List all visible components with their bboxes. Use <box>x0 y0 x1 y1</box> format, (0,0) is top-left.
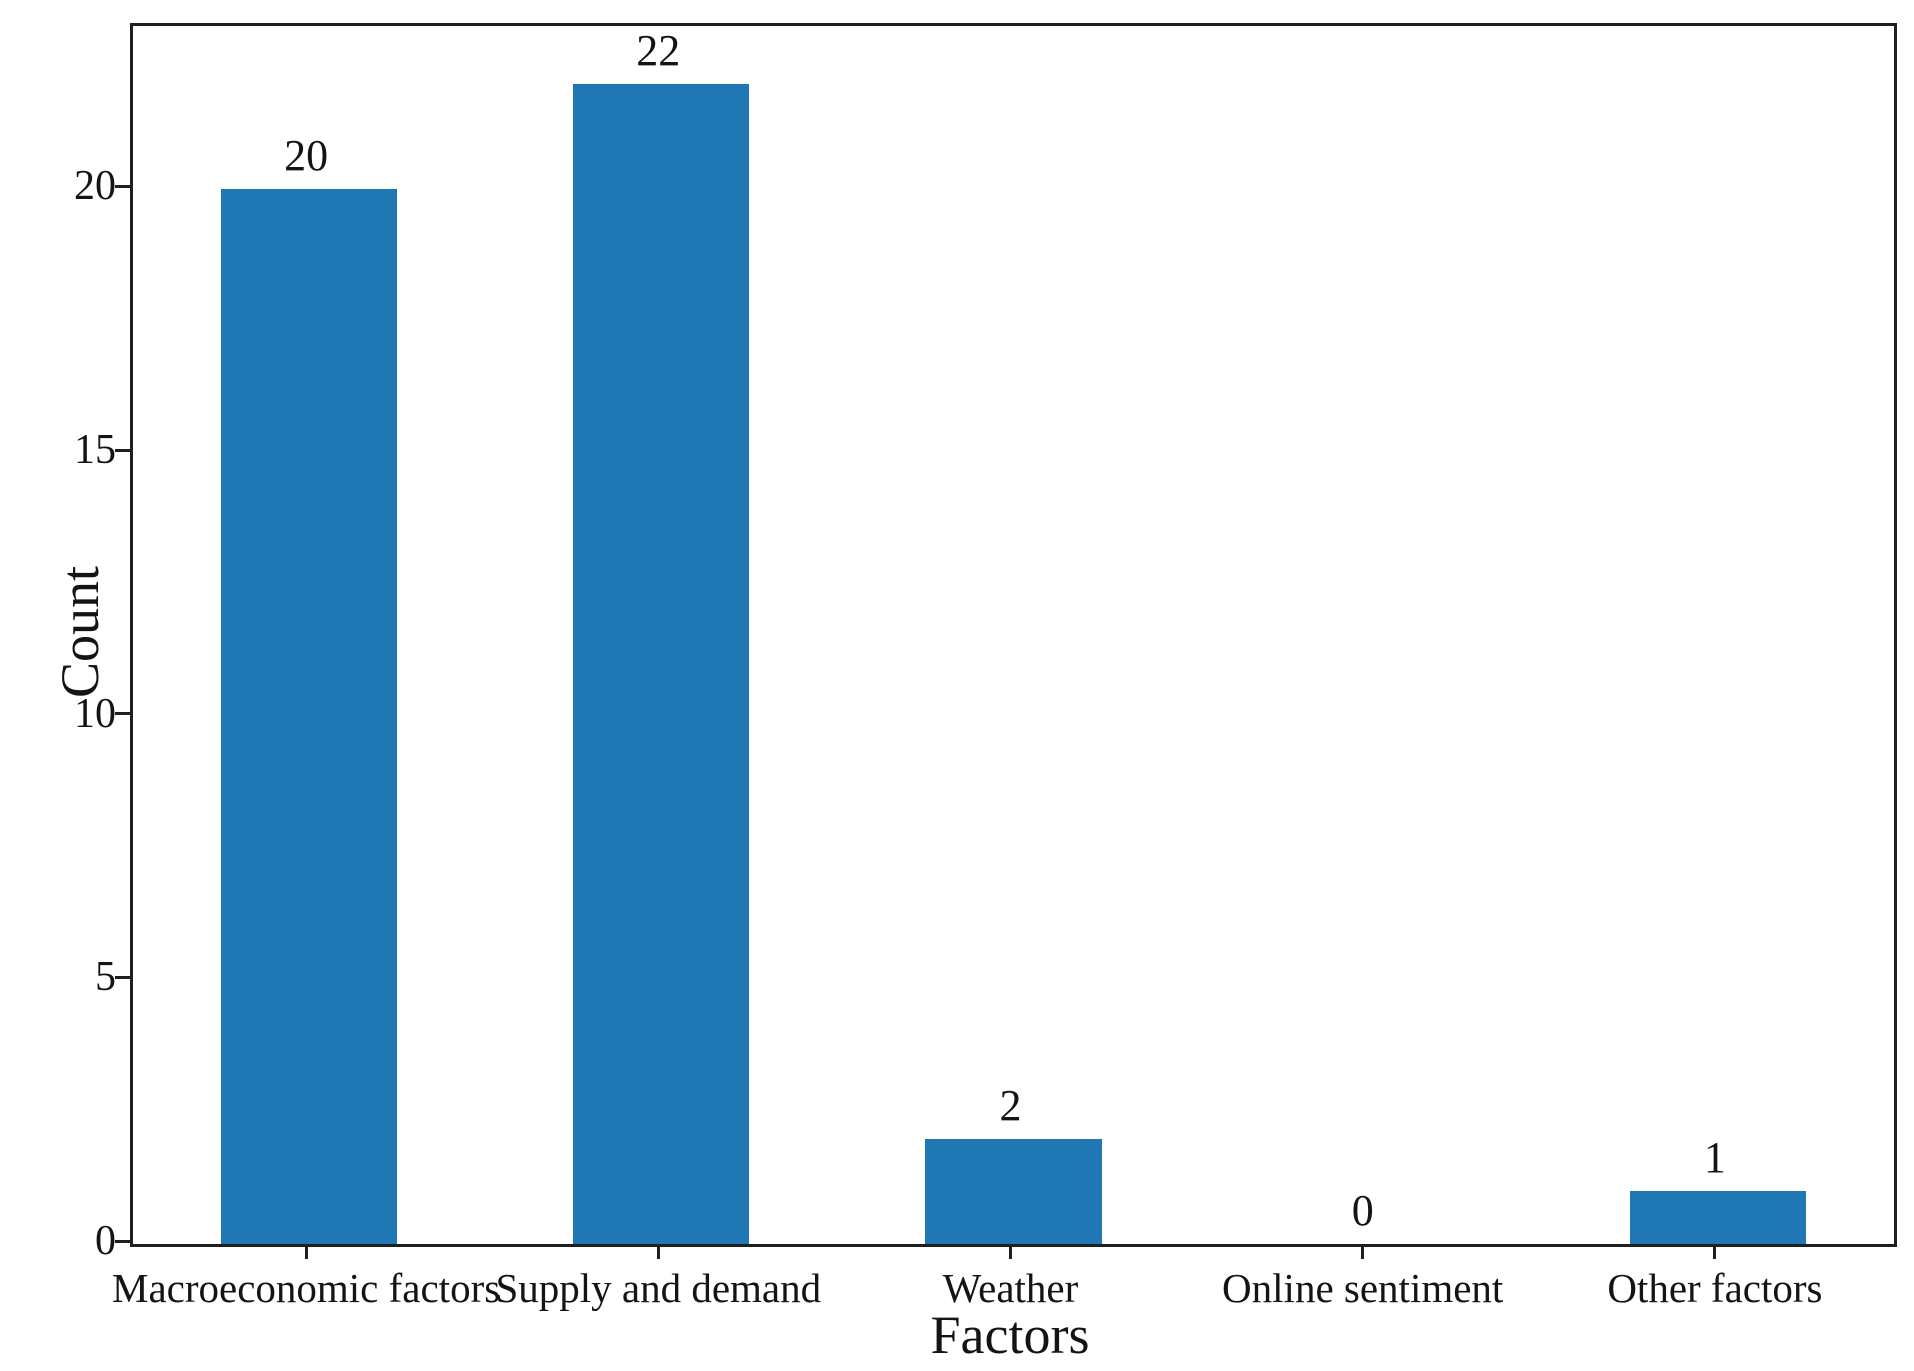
bar-value-label: 1 <box>1703 1133 1726 1183</box>
x-tick-label: Macroeconomic factors <box>112 1265 501 1311</box>
bar-value-label: 20 <box>284 131 329 181</box>
y-tick-label: 0 <box>95 1218 116 1264</box>
plot-area <box>130 23 1897 1247</box>
x-axis-label: Factors <box>930 1305 1090 1365</box>
bar-value-label: 0 <box>1351 1186 1374 1235</box>
bar <box>573 84 750 1244</box>
x-tick-label: Online sentiment <box>1222 1265 1504 1311</box>
bar <box>221 189 398 1244</box>
bar <box>1629 1191 1806 1244</box>
y-tick-label: 10 <box>74 690 116 737</box>
bar <box>925 1138 1102 1244</box>
y-axis-label: Count <box>50 565 111 699</box>
y-tick-mark <box>115 184 130 188</box>
x-tick-label: Supply and demand <box>495 1265 822 1311</box>
y-tick-mark <box>115 712 130 716</box>
y-tick-mark <box>115 1239 130 1243</box>
y-tick-label: 5 <box>95 954 116 1001</box>
x-tick-mark <box>656 1244 660 1259</box>
x-tick-mark <box>1009 1244 1012 1259</box>
y-tick-mark <box>115 448 130 452</box>
y-tick-label: 15 <box>74 427 116 474</box>
bar-value-label: 22 <box>636 26 681 75</box>
x-tick-label: Weather <box>942 1265 1079 1311</box>
x-tick-mark <box>1361 1244 1365 1259</box>
x-tick-mark <box>1713 1244 1717 1259</box>
x-tick-mark <box>304 1244 308 1259</box>
x-tick-label: Other factors <box>1607 1265 1823 1311</box>
y-tick-mark <box>115 975 130 979</box>
y-tick-label: 20 <box>74 163 116 210</box>
bar-value-label: 2 <box>999 1080 1022 1130</box>
